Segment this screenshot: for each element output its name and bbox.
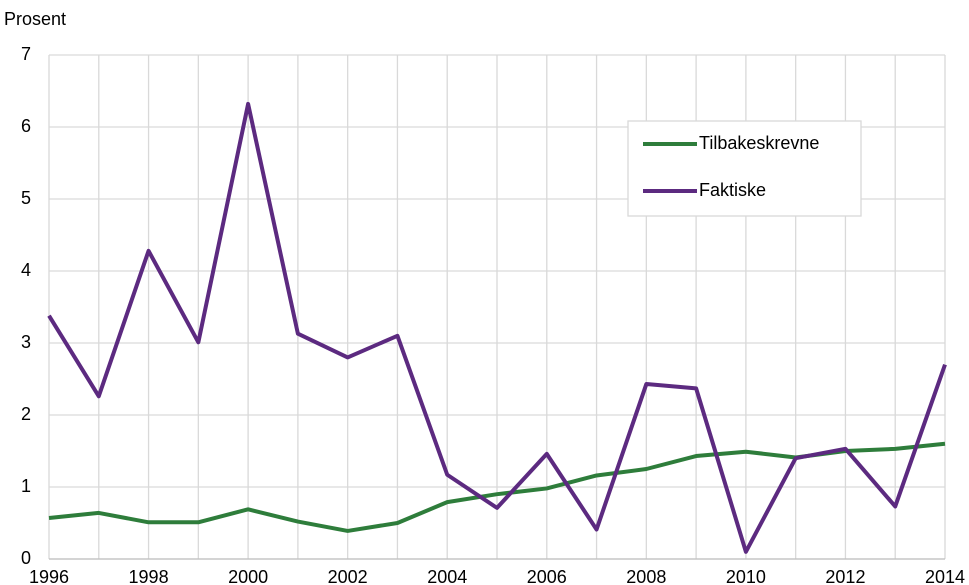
x-tick-label: 2002 — [328, 567, 368, 585]
y-tick-label: 0 — [21, 548, 31, 568]
y-tick-label: 6 — [21, 116, 31, 136]
y-tick-label: 1 — [21, 476, 31, 496]
y-tick-label: 7 — [21, 44, 31, 64]
x-tick-label: 2006 — [527, 567, 567, 585]
legend-box — [627, 120, 862, 217]
x-tick-label: 1996 — [29, 567, 69, 585]
legend-label: Faktiske — [699, 180, 766, 200]
legend-label: Tilbakeskrevne — [699, 133, 819, 153]
x-tick-label: 2012 — [825, 567, 865, 585]
y-tick-label: 4 — [21, 260, 31, 280]
x-tick-label: 2008 — [626, 567, 666, 585]
line-series — [47, 101, 947, 554]
x-tick-label: 2004 — [427, 567, 467, 585]
y-tick-label: 3 — [21, 332, 31, 352]
y-tick-label: 5 — [21, 188, 31, 208]
x-tick-label: 2000 — [228, 567, 268, 585]
y-axis-label: Prosent — [4, 9, 66, 29]
y-tick-label: 2 — [21, 404, 31, 424]
x-tick-label: 2010 — [726, 567, 766, 585]
x-tick-label: 2014 — [925, 567, 965, 585]
x-tick-label: 1998 — [129, 567, 169, 585]
